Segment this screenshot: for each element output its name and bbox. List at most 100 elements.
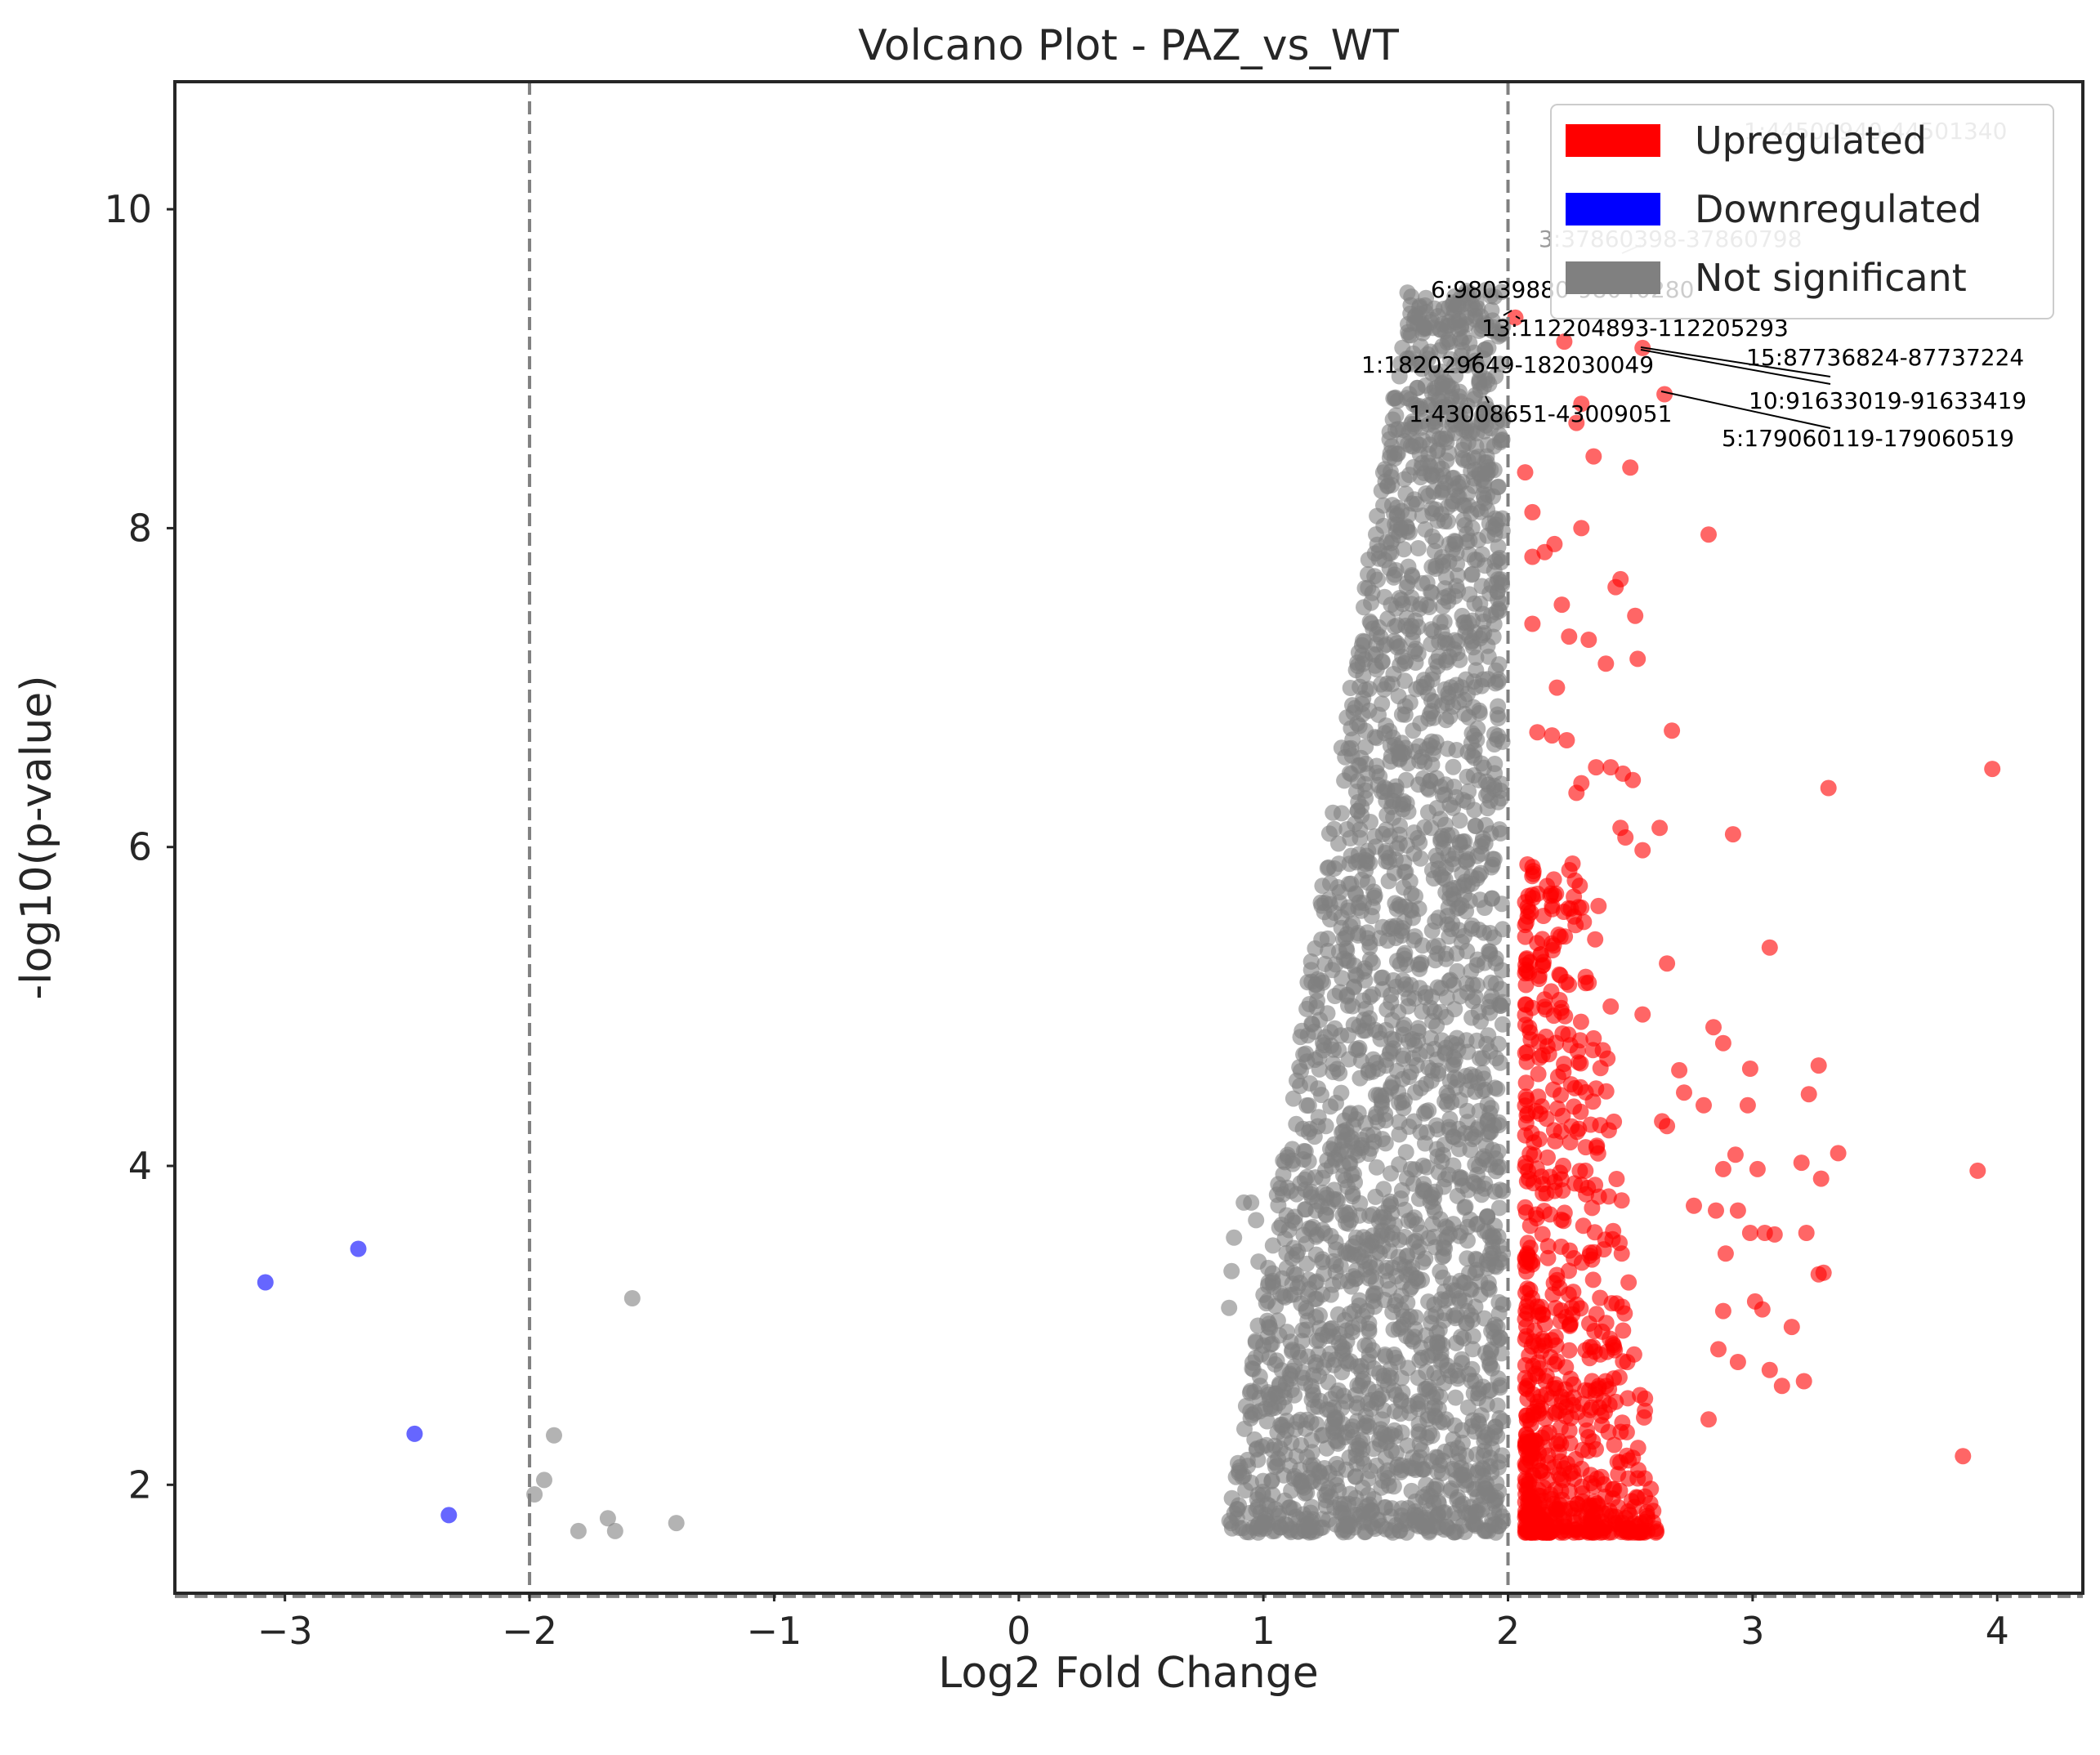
point-not-significant <box>1376 725 1393 742</box>
point-upregulated <box>1602 998 1620 1015</box>
point-not-significant <box>1467 1083 1484 1101</box>
point-upregulated <box>1729 1354 1746 1370</box>
point-upregulated <box>1547 1300 1564 1316</box>
point-not-significant <box>1267 1355 1284 1373</box>
point-upregulated <box>1585 1029 1602 1047</box>
point-upregulated <box>1539 1038 1556 1055</box>
point-not-significant <box>1271 1505 1288 1522</box>
point-upregulated <box>1575 1217 1592 1235</box>
point-upregulated <box>1773 1378 1790 1395</box>
point-not-significant <box>1423 583 1440 601</box>
point-upregulated <box>1597 655 1615 672</box>
point-upregulated <box>1573 520 1590 537</box>
point-not-significant <box>1300 1123 1317 1141</box>
point-upregulated <box>1729 1202 1746 1219</box>
point-not-significant <box>1348 967 1365 985</box>
point-not-significant <box>1428 770 1445 787</box>
point-upregulated <box>1524 1256 1541 1273</box>
point-not-significant <box>1330 943 1347 960</box>
point-not-significant <box>1488 413 1505 431</box>
point-upregulated <box>1617 829 1634 846</box>
point-upregulated <box>1761 939 1778 956</box>
point-not-significant <box>1490 1199 1508 1217</box>
point-not-significant <box>1450 388 1468 405</box>
point-not-significant <box>1351 1039 1368 1056</box>
point-not-significant <box>1468 649 1485 666</box>
point-upregulated <box>1573 395 1590 413</box>
point-not-significant <box>1383 1196 1400 1212</box>
point-not-significant <box>1241 1384 1258 1401</box>
point-upregulated <box>1608 1171 1625 1187</box>
point-not-significant <box>1338 709 1356 726</box>
point-not-significant <box>1430 1493 1446 1510</box>
point-not-significant <box>1449 1440 1466 1457</box>
point-upregulated <box>1798 1225 1815 1241</box>
point-not-significant <box>1386 1403 1403 1420</box>
point-not-significant <box>1487 975 1504 992</box>
point-not-significant <box>1479 486 1496 503</box>
annotation-label: 1:182029649-182030049 <box>1361 351 1654 378</box>
point-upregulated <box>1546 1405 1563 1422</box>
point-not-significant <box>1430 648 1447 665</box>
point-not-significant <box>1327 1257 1344 1273</box>
point-not-significant <box>1339 1178 1356 1195</box>
point-not-significant <box>1272 1180 1289 1197</box>
point-not-significant <box>1254 1472 1271 1489</box>
point-upregulated <box>1572 1013 1589 1030</box>
point-not-significant <box>1303 1498 1320 1516</box>
point-not-significant <box>1490 1117 1508 1134</box>
legend-swatch <box>1566 261 1660 294</box>
point-not-significant <box>1249 1317 1267 1334</box>
point-upregulated <box>1589 1145 1606 1162</box>
x-tick-label: 1 <box>1252 1609 1276 1653</box>
point-not-significant <box>1221 1299 1238 1316</box>
point-not-significant <box>1399 519 1415 536</box>
point-not-significant <box>1477 835 1494 852</box>
point-not-significant <box>1322 1489 1339 1506</box>
point-not-significant <box>1234 1468 1251 1485</box>
point-upregulated <box>1578 1508 1595 1525</box>
point-not-significant <box>1436 1093 1454 1110</box>
annotation-label: 15:87736824-87737224 <box>1746 344 2024 371</box>
point-not-significant <box>1466 802 1483 819</box>
x-tick-label: −3 <box>257 1609 313 1653</box>
point-not-significant <box>1466 727 1483 744</box>
point-not-significant <box>1357 790 1374 807</box>
point-upregulated <box>1517 914 1535 931</box>
point-not-significant <box>1360 1064 1377 1081</box>
point-upregulated <box>1524 886 1541 904</box>
point-not-significant <box>1395 879 1412 896</box>
point-not-significant <box>1391 1094 1408 1111</box>
point-upregulated <box>1517 464 1534 481</box>
point-not-significant <box>1314 878 1331 895</box>
point-upregulated <box>1517 1088 1535 1105</box>
legend-label: Downregulated <box>1695 187 1982 231</box>
point-upregulated <box>1573 775 1590 792</box>
point-not-significant <box>1435 1239 1452 1256</box>
point-upregulated <box>1741 1225 1758 1241</box>
point-not-significant <box>1467 1068 1483 1085</box>
point-not-significant <box>1314 1253 1331 1270</box>
y-axis-label: -log10(p-value) <box>12 675 61 999</box>
point-upregulated <box>1612 570 1629 587</box>
point-not-significant <box>546 1427 562 1444</box>
annotation-leader <box>1485 395 1490 404</box>
point-upregulated <box>1553 1171 1570 1188</box>
point-upregulated <box>1520 1163 1537 1180</box>
point-not-significant <box>1383 1500 1401 1517</box>
point-upregulated <box>1566 872 1584 889</box>
point-upregulated <box>1567 1450 1584 1467</box>
point-upregulated <box>1569 1123 1586 1141</box>
point-upregulated <box>1615 1322 1632 1339</box>
point-upregulated <box>1969 1162 1986 1179</box>
point-not-significant <box>1441 928 1458 945</box>
point-not-significant <box>1352 829 1369 846</box>
point-not-significant <box>1385 569 1402 586</box>
point-not-significant <box>1369 507 1386 525</box>
point-not-significant <box>1384 1074 1401 1092</box>
point-not-significant <box>1276 1154 1294 1171</box>
point-not-significant <box>1297 1485 1313 1502</box>
point-not-significant <box>1459 1315 1475 1331</box>
point-not-significant <box>1428 560 1444 577</box>
point-not-significant <box>1395 422 1412 439</box>
